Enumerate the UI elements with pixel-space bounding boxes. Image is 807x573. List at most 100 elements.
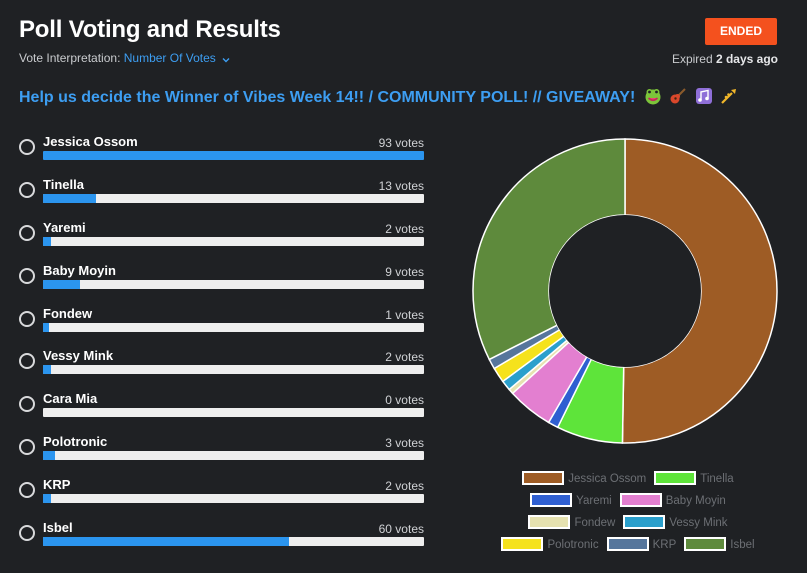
chevron-down-icon[interactable] <box>222 52 230 66</box>
poll-option[interactable]: Isbel 60 votes <box>19 517 424 560</box>
option-progress-fill <box>43 322 50 332</box>
option-radio[interactable] <box>19 439 35 456</box>
poll-question-text: Help us decide the Winner of Vibes Week … <box>19 89 636 106</box>
poll-option[interactable]: Vessy Mink 2 votes <box>19 345 424 388</box>
vote-interpretation-value[interactable]: Number Of Votes <box>123 51 216 65</box>
option-radio[interactable] <box>19 525 35 542</box>
legend-swatch <box>619 493 662 507</box>
poll-option[interactable]: Cara Mia 0 votes <box>19 388 424 431</box>
legend-label: Tinella <box>700 473 734 485</box>
expiry-info: Expired 2 days ago <box>672 52 778 66</box>
option-progress-bar <box>43 408 424 418</box>
poll-question: Help us decide the Winner of Vibes Week … <box>19 87 741 110</box>
option-progress-fill <box>43 236 52 246</box>
option-votes: 3 votes <box>385 436 424 451</box>
option-name: Polotronic <box>43 434 108 450</box>
poll-option[interactable]: KRP 2 votes <box>19 474 424 517</box>
option-radio[interactable] <box>19 224 35 241</box>
legend-swatch <box>623 515 666 529</box>
option-progress-bar <box>43 494 424 504</box>
guitar-icon <box>670 88 686 104</box>
option-progress-bar <box>43 151 424 160</box>
poll-option[interactable]: Baby Moyin 9 votes <box>19 260 424 303</box>
poll-option[interactable]: Jessica Ossom 93 votes <box>19 131 424 174</box>
vote-interpretation-label: Vote Interpretation: <box>19 51 121 65</box>
option-progress-bar <box>43 451 424 461</box>
legend-row: Jessica Ossom Tinella <box>478 470 778 492</box>
status-badge: ENDED <box>705 18 777 45</box>
question-emojis <box>644 87 741 110</box>
chart-legend: Jessica Ossom Tinella Yaremi Baby Moyin Fond… <box>478 470 778 558</box>
results-donut-chart <box>472 138 778 444</box>
donut-hole <box>549 215 701 367</box>
page-title: Poll Voting and Results <box>19 16 281 43</box>
option-progress-fill <box>43 537 289 547</box>
legend-item[interactable]: Jessica Ossom <box>522 470 646 488</box>
expired-value: 2 days ago <box>715 52 778 66</box>
legend-swatch <box>684 537 727 551</box>
legend-label: Baby Moyin <box>665 495 726 507</box>
legend-item[interactable]: Isbel <box>684 536 755 554</box>
legend-item[interactable]: Tinella <box>654 470 734 488</box>
option-radio[interactable] <box>19 139 35 155</box>
option-radio[interactable] <box>19 396 35 413</box>
option-name: Yaremi <box>43 219 86 235</box>
legend-label: KRP <box>652 539 677 551</box>
trumpet-icon <box>721 89 737 104</box>
option-progress-fill <box>43 494 52 504</box>
option-votes: 60 votes <box>378 522 424 537</box>
option-radio[interactable] <box>19 181 35 198</box>
legend-row: Fondew Vessy Mink <box>478 514 778 536</box>
poll-option[interactable]: Yaremi 2 votes <box>19 217 424 260</box>
option-votes: 93 votes <box>378 136 424 150</box>
option-name: Tinella <box>43 176 84 192</box>
option-name: Jessica Ossom <box>43 134 138 149</box>
legend-swatch <box>606 537 649 551</box>
expired-prefix: Expired <box>671 52 713 66</box>
music-notes-icon <box>695 88 712 104</box>
legend-row: Yaremi Baby Moyin <box>478 492 778 514</box>
legend-label: Yaremi <box>576 495 612 507</box>
option-name: Fondew <box>43 305 93 321</box>
legend-item[interactable]: Baby Moyin <box>619 492 726 510</box>
legend-label: Isbel <box>730 539 755 551</box>
option-progress-fill <box>43 193 97 203</box>
poll-options: Jessica Ossom 93 votes Tinella 13 votes … <box>19 131 424 560</box>
vote-interpretation-dropdown[interactable]: Number Of Votes <box>124 51 230 65</box>
legend-row: Polotronic KRP Isbel <box>478 536 778 558</box>
option-radio[interactable] <box>19 482 35 499</box>
poll-option[interactable]: Tinella 13 votes <box>19 174 424 217</box>
option-votes: 2 votes <box>385 221 424 236</box>
option-progress-bar <box>43 193 424 203</box>
legend-swatch <box>530 493 573 507</box>
option-progress-fill <box>43 279 80 289</box>
legend-swatch <box>522 471 565 485</box>
option-progress-fill <box>43 365 52 375</box>
option-progress-bar <box>43 537 424 547</box>
legend-item[interactable]: Fondew <box>528 514 615 532</box>
poll-option[interactable]: Fondew 1 votes <box>19 303 424 346</box>
legend-item[interactable]: Polotronic <box>501 536 599 554</box>
legend-swatch <box>654 471 697 485</box>
option-name: Isbel <box>43 520 73 536</box>
option-progress-bar <box>43 236 424 246</box>
option-progress-bar <box>43 279 424 289</box>
legend-swatch <box>528 515 571 529</box>
legend-label: Polotronic <box>547 539 599 551</box>
legend-item[interactable]: Vessy Mink <box>623 514 728 532</box>
option-votes: 0 votes <box>385 393 424 408</box>
legend-label: Fondew <box>574 517 616 529</box>
legend-item[interactable]: KRP <box>606 536 677 554</box>
option-name: KRP <box>43 477 71 493</box>
option-name: Cara Mia <box>43 391 98 407</box>
poll-option[interactable]: Polotronic 3 votes <box>19 431 424 474</box>
legend-item[interactable]: Yaremi <box>530 492 612 510</box>
vote-interpretation: Vote Interpretation: Number Of Votes <box>19 51 230 66</box>
option-radio[interactable] <box>19 353 35 370</box>
option-votes: 13 votes <box>378 178 424 193</box>
option-votes: 1 votes <box>385 307 424 322</box>
option-radio[interactable] <box>19 267 35 284</box>
option-radio[interactable] <box>19 310 35 327</box>
option-name: Baby Moyin <box>43 262 116 278</box>
frog-face-icon <box>645 89 661 105</box>
